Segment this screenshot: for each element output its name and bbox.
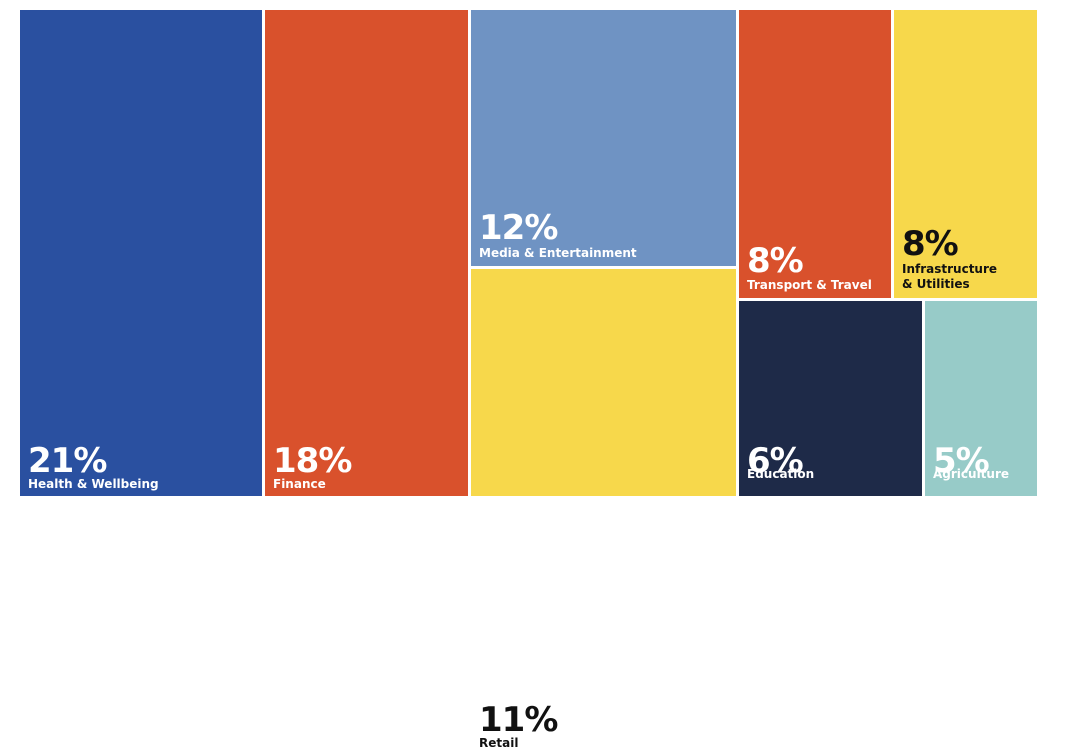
tile-percent: 11% bbox=[479, 700, 558, 740]
treemap-chart: 21% Health & Wellbeing 18% Finance 12% M… bbox=[20, 10, 1037, 750]
tile-education: 6% Education bbox=[739, 301, 922, 496]
tile-label: Transport & Travel bbox=[747, 278, 872, 292]
tile-percent: 8% bbox=[902, 224, 959, 264]
tile-media-entertainment: 12% Media & Entertainment bbox=[471, 10, 736, 266]
tile-label: Agriculture bbox=[933, 467, 1010, 481]
tile-percent: 21% bbox=[28, 441, 107, 481]
tile-retail: 11% Retail bbox=[471, 269, 736, 750]
tile-percent: 12% bbox=[479, 208, 558, 248]
tile-percent: 6% bbox=[747, 441, 804, 481]
tile-percent: 8% bbox=[747, 241, 804, 281]
tile-label: Retail bbox=[479, 736, 519, 750]
tile-percent: 5% bbox=[933, 441, 990, 481]
tile-infrastructure-utilities: 8% Infrastructure & Utilities bbox=[894, 10, 1037, 298]
tile-label: Finance bbox=[273, 477, 326, 491]
tile-finance: 18% Finance bbox=[265, 10, 468, 496]
tile-percent: 18% bbox=[273, 441, 352, 481]
tile-agriculture: 5% Agriculture bbox=[925, 301, 1037, 496]
tile-transport-travel: 8% Transport & Travel bbox=[739, 10, 891, 298]
tile-label: Infrastructure & Utilities bbox=[902, 262, 998, 291]
tile-label: Education bbox=[747, 467, 815, 481]
tile-label: Media & Entertainment bbox=[479, 246, 637, 260]
tile-label: Health & Wellbeing bbox=[28, 477, 159, 491]
tile-health-wellbeing: 21% Health & Wellbeing bbox=[20, 10, 262, 496]
